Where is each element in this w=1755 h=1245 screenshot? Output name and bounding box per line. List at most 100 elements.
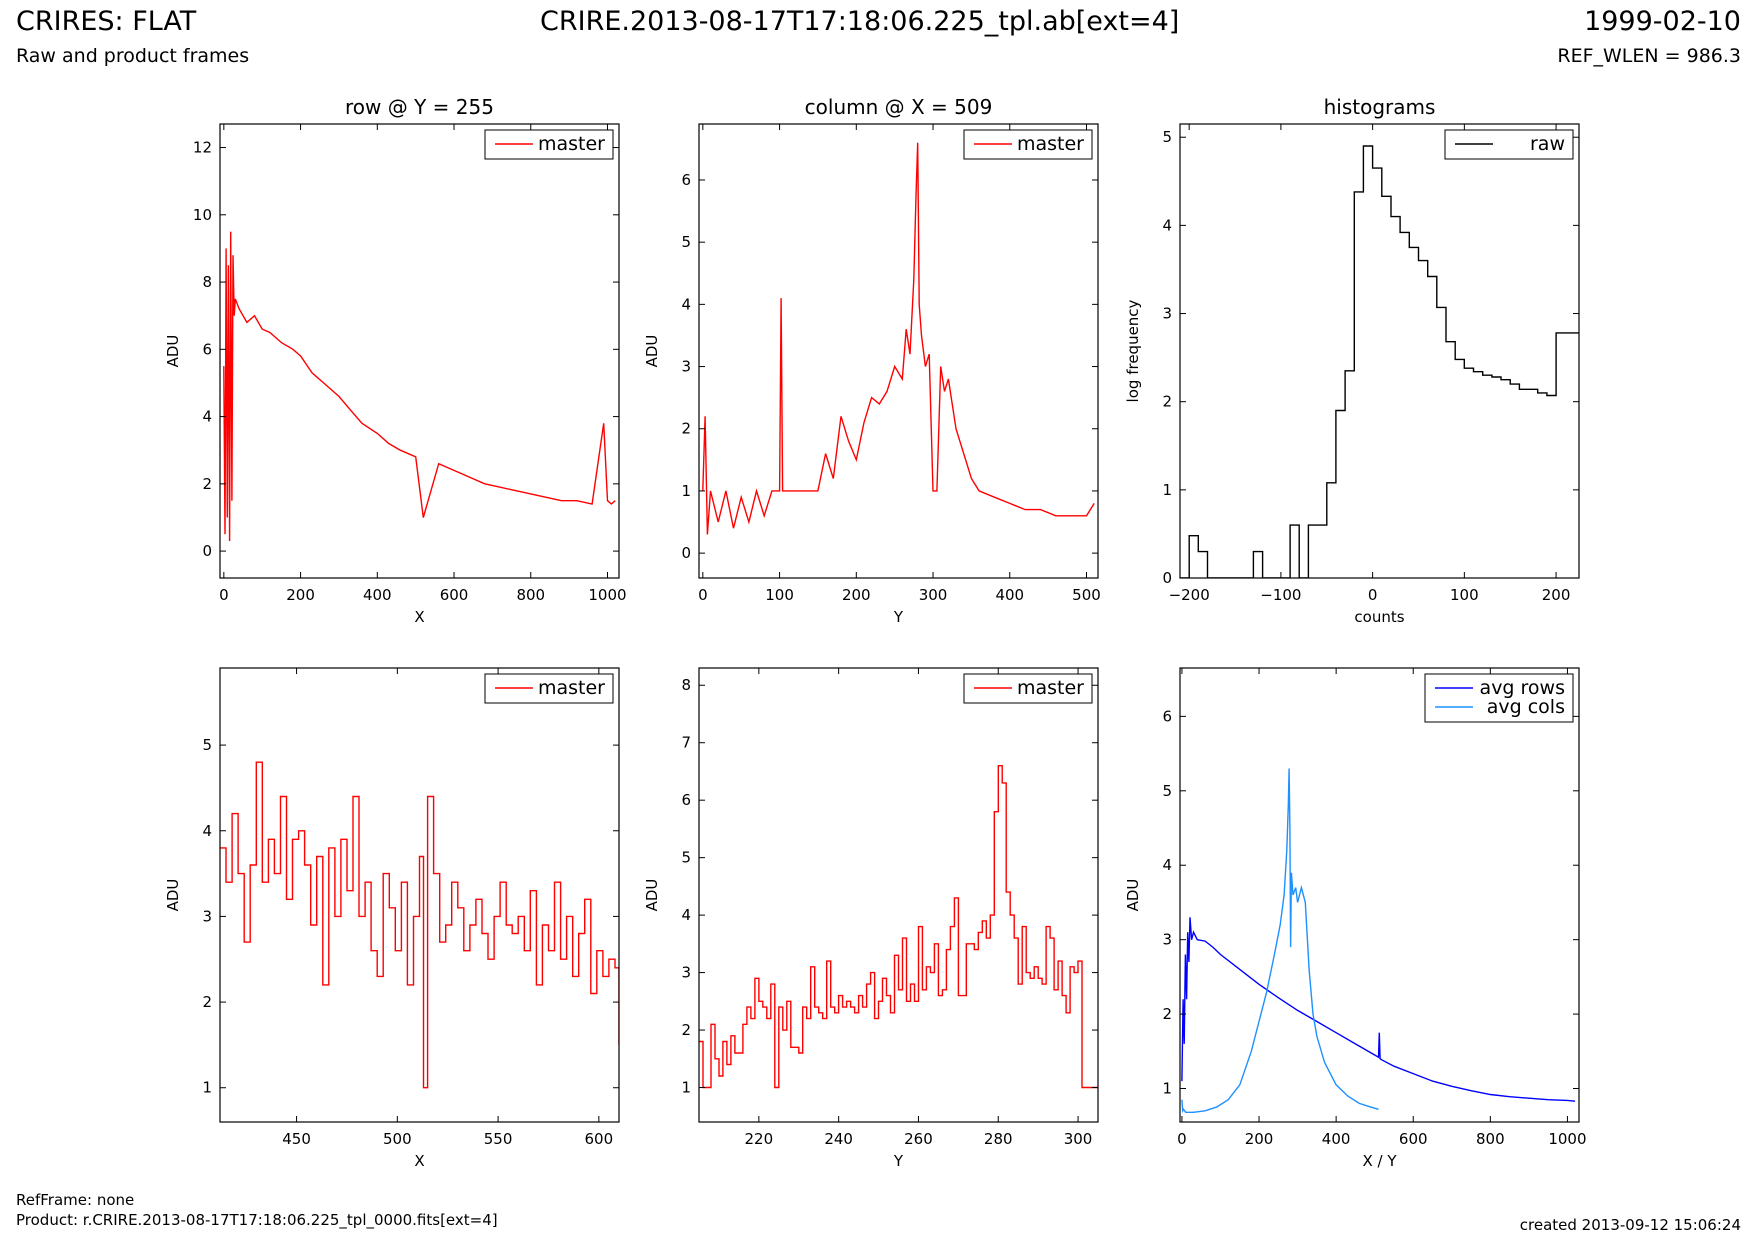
- y-tick-label: 4: [1162, 216, 1172, 234]
- x-tick-label: 1000: [588, 586, 626, 604]
- y-tick-label: 2: [202, 993, 212, 1011]
- y-tick-label: 2: [681, 420, 691, 438]
- legend-label: avg rows: [1480, 677, 1565, 699]
- y-tick-label: 2: [1162, 393, 1172, 411]
- y-tick-label: 6: [681, 791, 691, 809]
- y-tick-label: 2: [681, 1021, 691, 1039]
- legend: master: [484, 129, 614, 160]
- x-tick-label: 0: [1368, 586, 1378, 604]
- x-tick-label: 200: [1542, 586, 1571, 604]
- x-tick-label: 0: [219, 586, 229, 604]
- x-axis-label: X: [414, 1152, 424, 1170]
- y-tick-label: 5: [1162, 128, 1172, 146]
- x-tick-label: 600: [1399, 1130, 1428, 1148]
- y-tick-label: 0: [681, 544, 691, 562]
- x-axis-label: X: [414, 608, 424, 626]
- y-tick-label: 5: [1162, 782, 1172, 800]
- legend: raw: [1444, 129, 1574, 160]
- created-label: created 2013-09-12 15:06:24: [1519, 1216, 1741, 1234]
- y-axis-label: ADU: [1124, 879, 1142, 912]
- y-tick-label: 8: [202, 273, 212, 291]
- series-col_zoom-master: [699, 765, 1098, 1089]
- y-axis-label: ADU: [164, 879, 182, 912]
- x-tick-label: −100: [1260, 586, 1301, 604]
- y-tick-label: 4: [1162, 856, 1172, 874]
- legend-label: master: [1017, 133, 1084, 155]
- legend-label: raw: [1530, 133, 1565, 155]
- x-tick-label: 0: [698, 586, 708, 604]
- y-tick-label: 0: [1162, 569, 1172, 587]
- x-tick-label: 800: [1476, 1130, 1505, 1148]
- x-tick-label: 200: [1245, 1130, 1274, 1148]
- series-row_zoom-master: [220, 761, 619, 1089]
- x-tick-label: 500: [383, 1130, 412, 1148]
- series-row-master: [223, 231, 616, 542]
- legend-box: [1424, 673, 1574, 723]
- ref-frame-label: RefFrame: none: [16, 1191, 135, 1209]
- x-axis-label: counts: [1354, 608, 1404, 626]
- y-tick-label: 8: [681, 676, 691, 694]
- report-date: 1999-02-10: [1584, 6, 1741, 37]
- y-tick-label: 1: [681, 482, 691, 500]
- x-tick-label: 600: [585, 1130, 614, 1148]
- x-tick-label: 240: [824, 1130, 853, 1148]
- x-axis-label: Y: [893, 608, 904, 626]
- y-tick-label: 2: [1162, 1005, 1172, 1023]
- x-tick-label: 450: [282, 1130, 311, 1148]
- y-tick-label: 4: [681, 906, 691, 924]
- file-title: CRIRE.2013-08-17T17:18:06.225_tpl.ab[ext…: [540, 6, 1180, 37]
- panel-row_zoom: 450 500 550 600 1 2 3 4 5 X ADU master: [164, 667, 620, 1170]
- x-tick-label: 400: [1322, 1130, 1351, 1148]
- x-tick-label: 500: [1072, 586, 1101, 604]
- legend: master: [963, 129, 1093, 160]
- plot-frame: [698, 123, 1099, 579]
- x-tick-label: 0: [1177, 1130, 1187, 1148]
- x-tick-label: 600: [440, 586, 469, 604]
- y-axis-label: log frequency: [1124, 299, 1142, 402]
- panel-title: column @ X = 509: [805, 95, 993, 119]
- y-tick-label: 4: [202, 408, 212, 426]
- y-tick-label: 4: [202, 822, 212, 840]
- y-tick-label: 1: [681, 1079, 691, 1097]
- product-label: Product: r.CRIRE.2013-08-17T17:18:06.225…: [16, 1211, 498, 1229]
- x-tick-label: 300: [919, 586, 948, 604]
- legend-label: master: [538, 677, 605, 699]
- y-tick-label: 3: [1162, 305, 1172, 323]
- y-tick-label: 6: [202, 340, 212, 358]
- legend: master: [484, 673, 614, 704]
- panel-avg: 0 200 400 600 800 1000 1 2 3 4 5 6 X / Y ADU avg rowsa…: [1124, 667, 1587, 1170]
- y-tick-label: 3: [1162, 931, 1172, 949]
- x-tick-label: 100: [1450, 586, 1479, 604]
- panel-col_zoom: 220 240 260 280 300 1 2 3 4 5 6 7 8 Y ADU master: [643, 667, 1099, 1170]
- x-tick-label: 200: [842, 586, 871, 604]
- panel-title: histograms: [1324, 95, 1436, 119]
- series-hist-raw: [1180, 145, 1579, 578]
- legend: master: [963, 673, 1093, 704]
- y-tick-label: 1: [202, 1079, 212, 1097]
- y-axis-label: ADU: [164, 335, 182, 368]
- panel-column: 0 100 200 300 400 500 0 1 2 3 4 5 6 column @ X = 509 Y…: [643, 95, 1101, 626]
- y-tick-label: 3: [681, 358, 691, 376]
- x-tick-label: 100: [765, 586, 794, 604]
- y-tick-label: 6: [681, 171, 691, 189]
- ref-wlen: REF_WLEN = 986.3: [1557, 45, 1741, 67]
- y-axis-label: ADU: [643, 335, 661, 368]
- y-tick-label: 0: [202, 542, 212, 560]
- x-axis-label: Y: [893, 1152, 904, 1170]
- x-tick-label: 260: [904, 1130, 933, 1148]
- x-tick-label: 800: [516, 586, 545, 604]
- plot-frame: [219, 123, 620, 579]
- y-tick-label: 1: [1162, 481, 1172, 499]
- series-avg-avg-rows: [1181, 917, 1576, 1102]
- report-title: CRIRES: FLAT: [16, 6, 197, 37]
- x-tick-label: 1000: [1548, 1130, 1586, 1148]
- y-tick-label: 1: [1162, 1080, 1172, 1098]
- y-tick-label: 5: [681, 233, 691, 251]
- x-tick-label: 400: [995, 586, 1024, 604]
- panel-row: 0 200 400 600 800 1000 0 2 4 6 8 10 12 row @ Y = 255 X…: [164, 95, 627, 626]
- report-subtitle: Raw and product frames: [16, 45, 250, 67]
- y-tick-label: 5: [202, 736, 212, 754]
- y-tick-label: 12: [193, 139, 212, 157]
- plot-frame: [698, 667, 1099, 1123]
